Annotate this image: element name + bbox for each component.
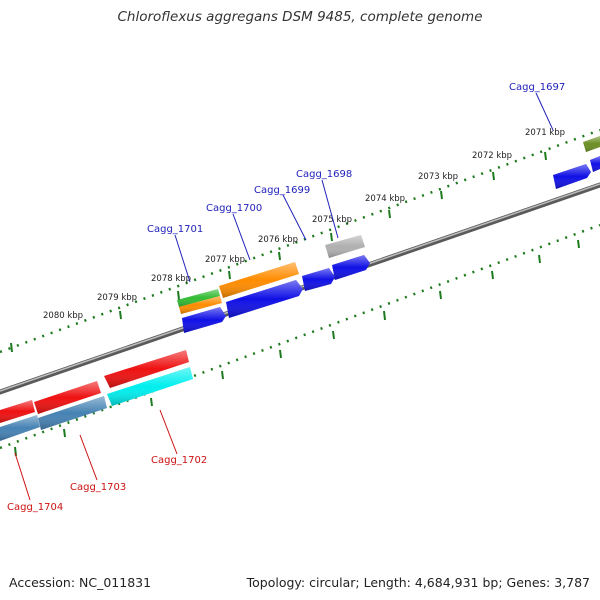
scale-label-2073: 2073 kbp [418, 172, 458, 182]
gene-label-cagg-1702[interactable]: Cagg_1702 [151, 455, 207, 466]
scale-label-2071: 2071 kbp [525, 128, 565, 138]
gene-feature-cagg-1701-green[interactable] [177, 289, 220, 307]
gene-feature-cagg-1700-orange[interactable] [219, 262, 299, 298]
gene-feature-cagg-1703-steelblue[interactable] [38, 396, 107, 430]
gene-feature-cagg-1701-blue[interactable] [182, 307, 226, 333]
reverse-genes [0, 350, 193, 441]
gene-feature-cagg-1701-orange[interactable] [179, 296, 222, 314]
gene-feature-cagg-1702-red[interactable] [104, 350, 189, 388]
outer-major-ticks [10, 151, 547, 353]
gene-label-cagg-1703[interactable]: Cagg_1703 [70, 482, 126, 493]
gene-feature-cagg-1704-steelblue[interactable] [0, 415, 40, 441]
gene-feature-edge-olive[interactable] [583, 136, 600, 152]
forward-leader-lines [174, 92, 554, 283]
scale-label-2072: 2072 kbp [472, 151, 512, 161]
scale-label-2080: 2080 kbp [43, 311, 83, 321]
gene-feature-cagg-1698-blue[interactable] [332, 255, 370, 280]
gene-feature-cagg-1697-blue[interactable] [553, 164, 591, 189]
inner-scale-track [0, 223, 600, 450]
genome-summary-footer: Topology: circular; Length: 4,684,931 bp… [246, 575, 590, 590]
forward-genes [177, 136, 600, 333]
gene-feature-edge-blue[interactable] [590, 156, 600, 172]
gene-label-cagg-1697[interactable]: Cagg_1697 [509, 82, 565, 93]
scale-label-2079: 2079 kbp [97, 293, 137, 303]
scale-label-2074: 2074 kbp [365, 194, 405, 204]
scale-label-2078: 2078 kbp [151, 274, 191, 284]
gene-label-cagg-1704[interactable]: Cagg_1704 [7, 502, 63, 513]
gene-feature-cagg-1699-blue[interactable] [302, 268, 335, 291]
scale-label-2075: 2075 kbp [312, 215, 352, 225]
gene-feature-cagg-1698-gray[interactable] [325, 235, 365, 258]
accession-footer: Accession: NC_011831 [9, 575, 152, 590]
gene-feature-cagg-1702-cyan[interactable] [107, 367, 193, 406]
gene-label-cagg-1698[interactable]: Cagg_1698 [296, 169, 352, 180]
scale-label-2076: 2076 kbp [258, 235, 298, 245]
outer-scale-track [0, 128, 600, 354]
gene-feature-cagg-1703-red[interactable] [34, 381, 101, 414]
gene-label-cagg-1700[interactable]: Cagg_1700 [206, 203, 262, 214]
gene-label-cagg-1699[interactable]: Cagg_1699 [254, 185, 310, 196]
gene-label-cagg-1701[interactable]: Cagg_1701 [147, 224, 203, 235]
gene-feature-cagg-1700-blue[interactable] [226, 280, 303, 318]
reverse-leader-lines [14, 409, 178, 501]
map-title: Chloroflexus aggregans DSM 9485, complet… [117, 9, 483, 25]
gene-feature-cagg-1704-red[interactable] [0, 400, 35, 423]
scale-label-2077: 2077 kbp [205, 255, 245, 265]
